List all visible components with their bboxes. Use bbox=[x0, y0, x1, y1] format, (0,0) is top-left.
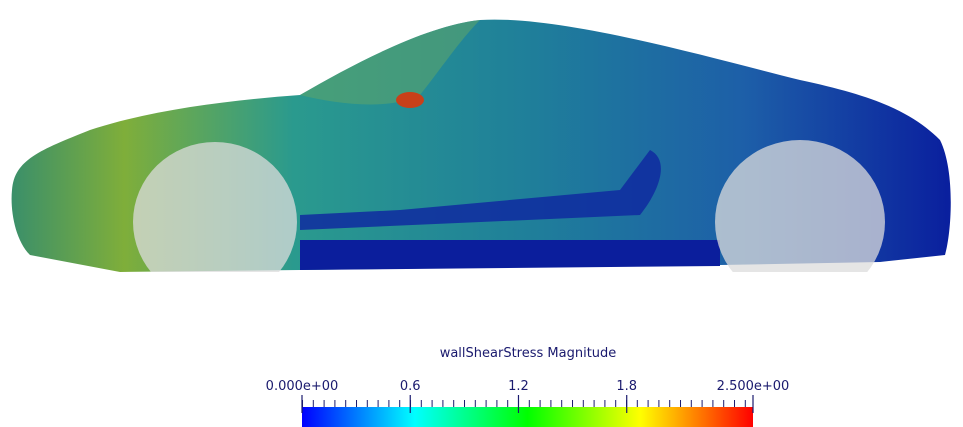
tick-label: 1.2 bbox=[508, 379, 529, 394]
ground-cut bbox=[0, 272, 963, 312]
sill bbox=[300, 240, 720, 270]
car-surface bbox=[0, 20, 963, 312]
render-view: wallShearStress Magnitude 0.000e+00 0.6 1.… bbox=[0, 0, 963, 427]
colorbar: wallShearStress Magnitude 0.000e+00 0.6 1.… bbox=[266, 346, 790, 427]
tick-label: 0.6 bbox=[400, 379, 421, 394]
colorbar-title: wallShearStress Magnitude bbox=[440, 346, 617, 361]
mirror bbox=[396, 92, 424, 108]
tick-label: 0.000e+00 bbox=[266, 379, 339, 394]
tick-label: 1.8 bbox=[616, 379, 637, 394]
tick-label: 2.500e+00 bbox=[717, 379, 790, 394]
colorbar-gradient bbox=[302, 407, 753, 427]
minor-ticks bbox=[302, 399, 753, 407]
